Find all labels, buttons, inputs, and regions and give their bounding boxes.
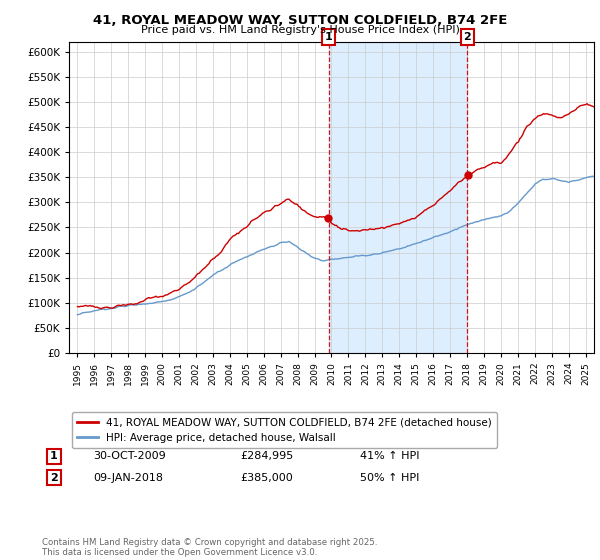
Text: 41, ROYAL MEADOW WAY, SUTTON COLDFIELD, B74 2FE: 41, ROYAL MEADOW WAY, SUTTON COLDFIELD, … xyxy=(93,14,507,27)
Text: Price paid vs. HM Land Registry's House Price Index (HPI): Price paid vs. HM Land Registry's House … xyxy=(140,25,460,35)
Text: 41% ↑ HPI: 41% ↑ HPI xyxy=(360,451,419,461)
Text: 2: 2 xyxy=(464,32,472,42)
Text: 30-OCT-2009: 30-OCT-2009 xyxy=(93,451,166,461)
Text: 1: 1 xyxy=(325,32,332,42)
Text: 09-JAN-2018: 09-JAN-2018 xyxy=(93,473,163,483)
Text: Contains HM Land Registry data © Crown copyright and database right 2025.
This d: Contains HM Land Registry data © Crown c… xyxy=(42,538,377,557)
Text: 1: 1 xyxy=(50,451,58,461)
Text: 2: 2 xyxy=(50,473,58,483)
Text: £284,995: £284,995 xyxy=(240,451,293,461)
Text: 50% ↑ HPI: 50% ↑ HPI xyxy=(360,473,419,483)
Legend: 41, ROYAL MEADOW WAY, SUTTON COLDFIELD, B74 2FE (detached house), HPI: Average p: 41, ROYAL MEADOW WAY, SUTTON COLDFIELD, … xyxy=(71,412,497,448)
Bar xyxy=(329,42,467,353)
Text: £385,000: £385,000 xyxy=(240,473,293,483)
